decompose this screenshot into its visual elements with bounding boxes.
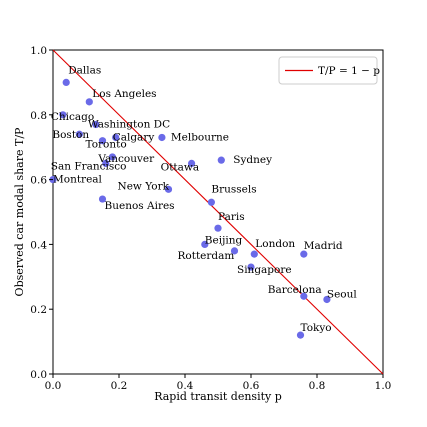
point-label: Calgary [113,131,155,143]
x-tick-label: 0.2 [111,380,128,392]
point-label: Paris [218,211,245,223]
data-point [62,78,70,86]
legend: T/P = 1 − p [278,56,380,85]
y-axis-ticks: 0.0 0.2 0.4 0.6 0.8 1.0 [30,45,53,381]
point-label: London [255,238,295,250]
point-label: Buenos Aires [105,200,175,212]
reference-line-layer [52,49,384,375]
x-axis-title: Rapid transit density p [154,390,282,403]
x-tick-label: 0.6 [243,380,260,392]
point-label: New York [118,180,170,192]
point-label: Ottawa [161,161,200,173]
point-label: San Francisco [51,160,127,172]
point-label: Montreal [53,174,103,186]
data-point [164,185,173,193]
point-label: Tokyo [301,322,332,334]
point-label: Sydney [233,154,272,166]
point-label: Madrid [304,240,343,252]
point-label: Chicago [51,111,94,123]
data-point [250,250,258,258]
x-axis-ticks: 0.0 0.2 0.4 0.6 0.8 1.0 [45,374,392,392]
data-point [75,130,83,138]
points-layer [49,78,331,339]
point-label: Beijing [205,234,243,246]
data-point [214,224,222,232]
data-point [230,247,239,255]
data-point [300,292,308,300]
x-tick-label: 0.4 [177,380,194,392]
data-point [201,240,209,248]
x-tick-label: 0.8 [309,380,326,392]
data-point [108,153,116,161]
legend-box [278,56,378,85]
data-point [188,159,196,167]
point-label: Boston [52,129,89,141]
point-label: Los Angeles [92,88,156,100]
y-tick-label: 0.0 [30,369,47,381]
y-tick-label: 0.2 [30,304,47,316]
y-tick-label: 0.4 [30,239,47,251]
point-label: Melbourne [171,131,229,143]
data-point [300,250,308,258]
data-point [102,159,110,167]
data-point [92,120,100,129]
point-label: Barcelona [268,284,322,296]
point-label: Washington DC [88,119,170,131]
data-point [158,133,166,142]
data-point [323,295,331,304]
plot-area-frame [52,49,384,375]
y-tick-label: 0.8 [30,110,47,122]
data-point [98,137,107,145]
x-tick-label: 0.0 [45,380,62,392]
data-point [59,111,67,119]
point-label: Brussels [211,183,256,195]
point-label: Rotterdam [178,250,235,262]
legend-label: T/P = 1 − p [318,65,380,77]
point-label: Vancouver [97,153,155,165]
y-tick-label: 1.0 [30,45,47,57]
data-point [85,98,93,106]
point-label: Singapore [237,264,292,276]
y-tick-label: 0.6 [30,175,47,187]
data-point [296,331,305,339]
data-point [247,263,255,271]
y-axis-title: Observed car modal share T/P [13,127,26,296]
data-point [112,133,120,142]
x-tick-label: 1.0 [375,380,392,392]
data-point [217,156,225,164]
point-label: Seoul [327,288,357,300]
data-point [98,195,107,203]
point-label: Toronto [86,139,127,151]
point-label: Dallas [68,64,101,76]
reference-line [52,49,384,375]
data-point [207,198,215,206]
